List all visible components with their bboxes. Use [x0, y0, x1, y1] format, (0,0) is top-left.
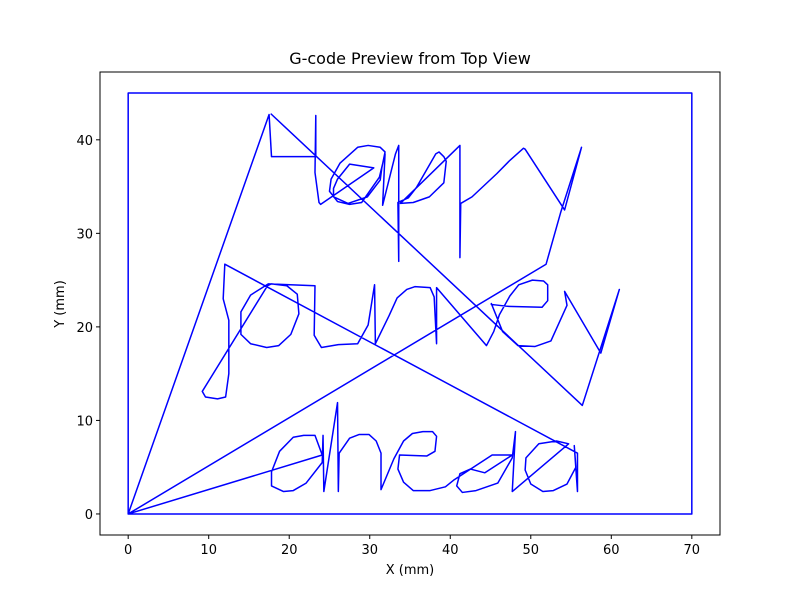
x-tick-label: 20	[281, 543, 298, 558]
y-tick-label: 40	[76, 134, 93, 149]
y-tick-label: 20	[76, 321, 93, 336]
y-tick-label: 0	[85, 508, 93, 523]
x-tick-label: 50	[523, 543, 540, 558]
x-tick-label: 70	[684, 543, 701, 558]
x-axis-label: X (mm)	[386, 563, 435, 578]
x-tick-label: 10	[200, 543, 217, 558]
y-tick-label: 10	[76, 414, 93, 429]
x-tick-label: 40	[442, 543, 459, 558]
toolpath-line-0	[127, 92, 693, 515]
chart-title: G-code Preview from Top View	[289, 49, 531, 68]
x-tick-label: 0	[124, 543, 132, 558]
x-tick-label: 30	[361, 543, 378, 558]
y-axis-label: Y (mm)	[53, 280, 68, 329]
y-tick-label: 30	[76, 227, 93, 242]
plot-frame	[99, 71, 721, 536]
x-tick-label: 60	[603, 543, 620, 558]
